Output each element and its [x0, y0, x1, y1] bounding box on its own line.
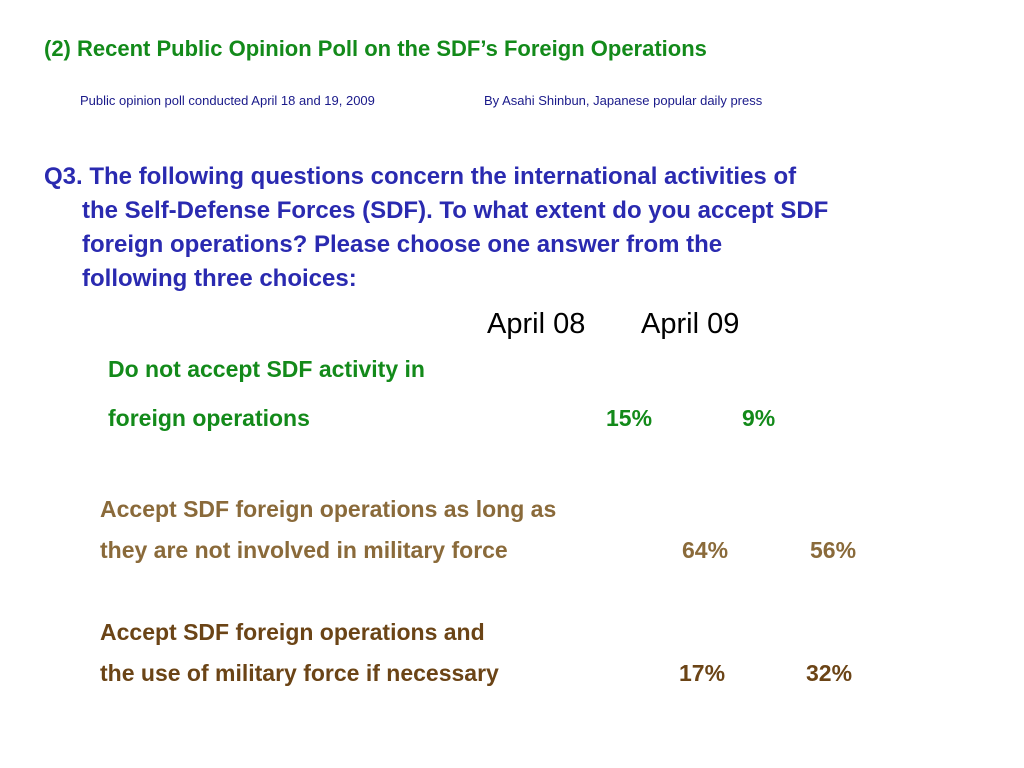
answer-1-april-09-value: 9% — [742, 405, 776, 431]
answer-3-line-1: Accept SDF foreign operations and — [100, 619, 485, 645]
poll-publisher-note: By Asahi Shinbun, Japanese popular daily… — [484, 93, 763, 108]
question-line-2: the Self-Defense Forces (SDF). To what e… — [82, 197, 829, 224]
question-text: Q3. The following questions concern the … — [44, 160, 1004, 296]
answer-1-line-1: Do not accept SDF activity in — [108, 356, 425, 382]
column-header-april-08: April 08 — [487, 308, 586, 340]
poll-date-note: Public opinion poll conducted April 18 a… — [80, 93, 375, 108]
answer-2-line-2: they are not involved in military force — [100, 537, 508, 563]
answer-2-april-08-value: 64% — [682, 537, 729, 563]
answer-2-april-09-value: 56% — [810, 537, 857, 563]
answer-1-line-2: foreign operations — [108, 405, 310, 431]
question-line-3: foreign operations? Please choose one an… — [82, 231, 723, 258]
answer-2-line-1: Accept SDF foreign operations as long as — [100, 496, 557, 522]
answer-1-april-08-value: 15% — [606, 405, 653, 431]
answer-3-line-2: the use of military force if necessary — [100, 660, 499, 686]
answer-3-april-08-value: 17% — [679, 660, 726, 686]
page-title: (2) Recent Public Opinion Poll on the SD… — [44, 36, 707, 61]
answer-3-april-09-value: 32% — [806, 660, 853, 686]
column-header-april-09: April 09 — [641, 308, 740, 340]
question-line-4: following three choices: — [82, 265, 357, 292]
question-line-1: Q3. The following questions concern the … — [44, 163, 797, 190]
